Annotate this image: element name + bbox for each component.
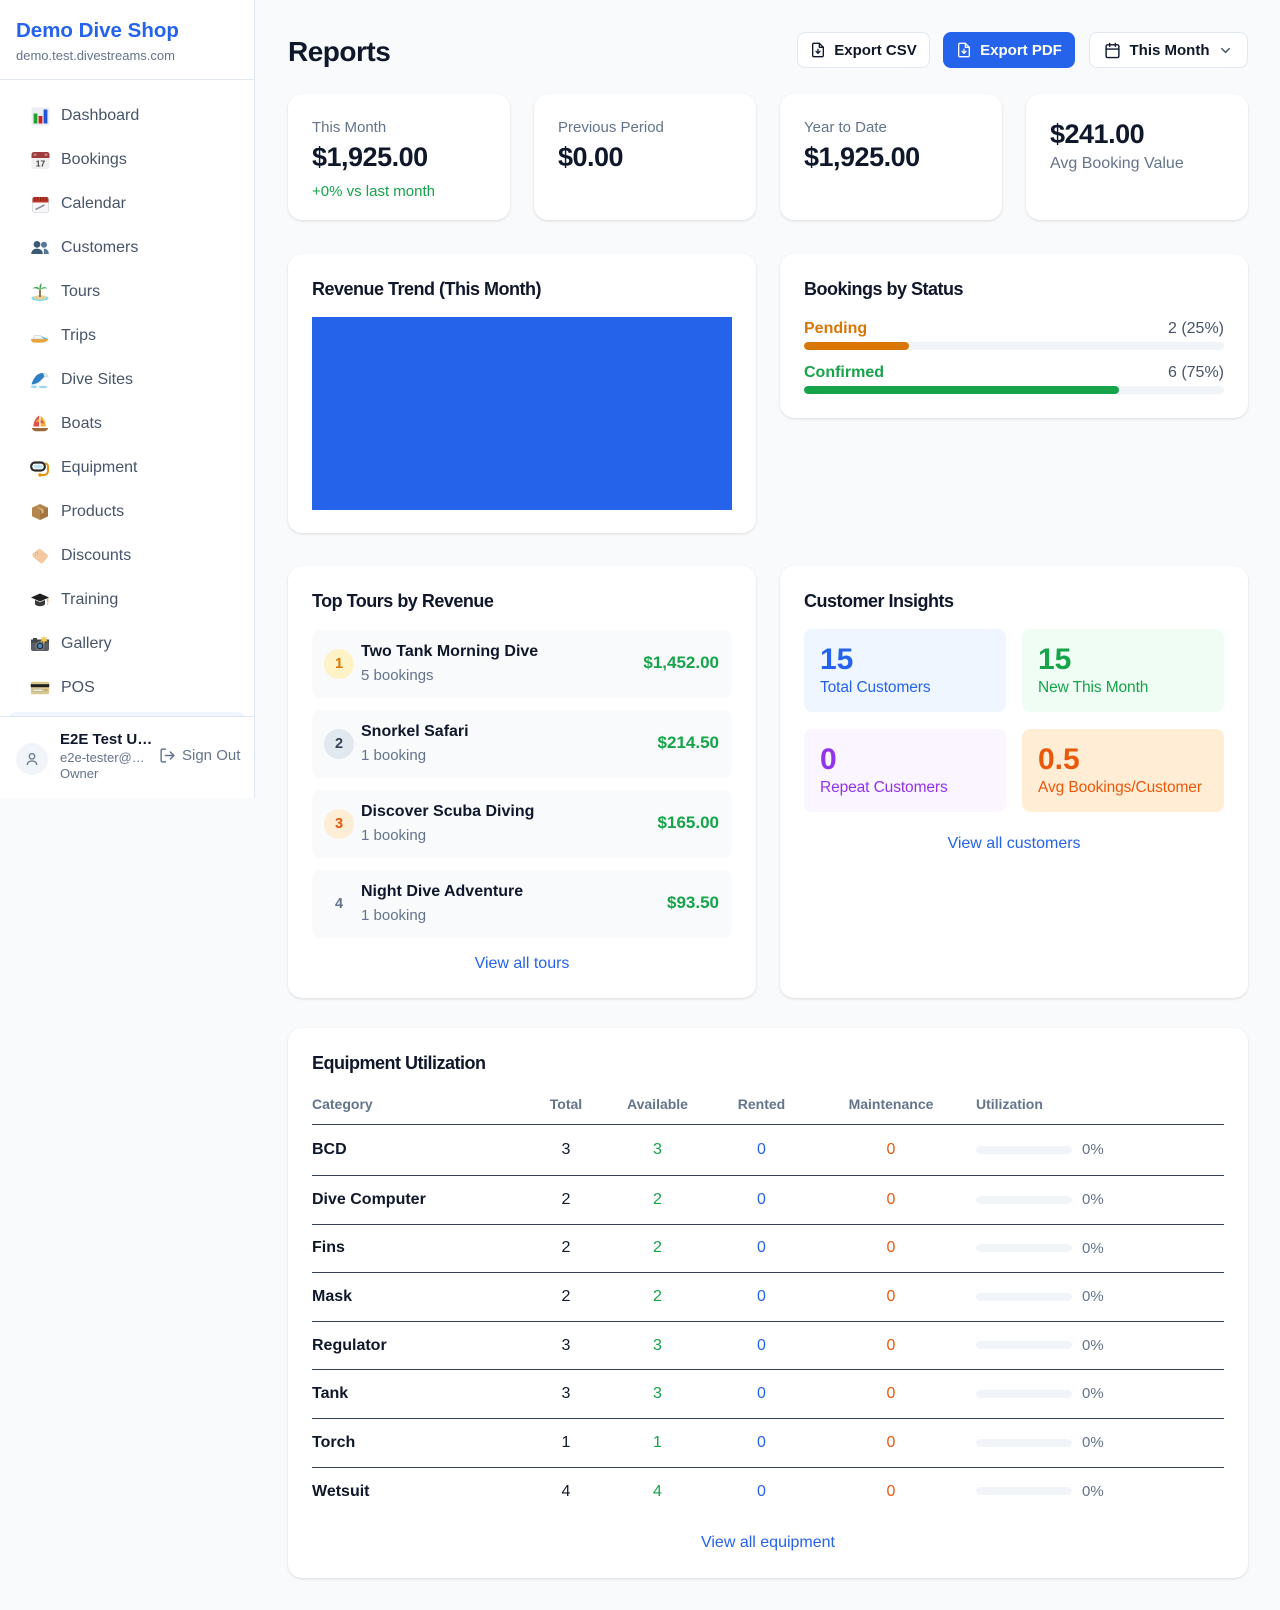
svg-text:17: 17 xyxy=(35,158,45,168)
